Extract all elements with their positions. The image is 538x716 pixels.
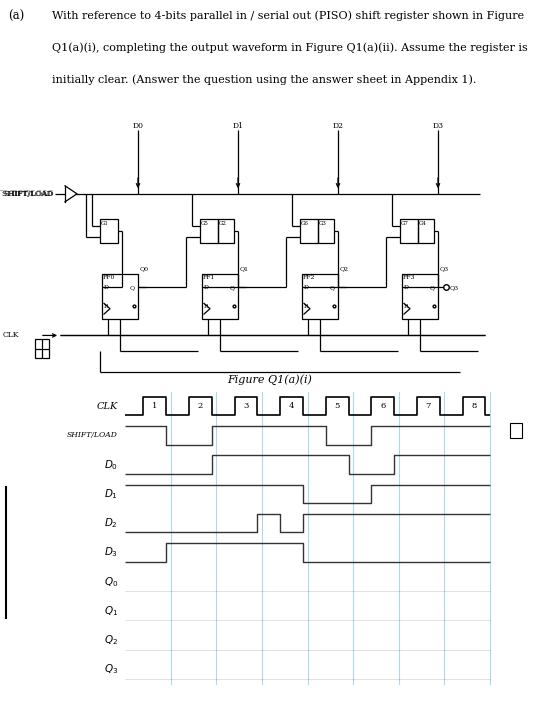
Text: $D_1$: $D_1$ bbox=[104, 487, 118, 500]
Text: 1: 1 bbox=[152, 402, 157, 410]
Bar bbox=[418, 219, 434, 243]
Text: R: R bbox=[104, 304, 109, 309]
Text: R: R bbox=[304, 304, 309, 309]
Bar bbox=[402, 274, 438, 319]
Text: Q2: Q2 bbox=[340, 266, 349, 271]
Text: D2: D2 bbox=[332, 122, 343, 130]
Text: G6: G6 bbox=[301, 221, 309, 226]
Text: CLK: CLK bbox=[3, 332, 19, 339]
Text: D1: D1 bbox=[232, 122, 244, 130]
Text: $Q_0$: $Q_0$ bbox=[104, 575, 118, 589]
Text: $D_3$: $D_3$ bbox=[104, 546, 118, 559]
Text: FF1: FF1 bbox=[203, 276, 216, 281]
Text: $D_2$: $D_2$ bbox=[104, 516, 118, 530]
Text: Figure Q1(a)(i): Figure Q1(a)(i) bbox=[228, 374, 313, 385]
Text: G2: G2 bbox=[219, 221, 227, 226]
Text: $D_0$: $D_0$ bbox=[104, 458, 118, 472]
Text: CLK: CLK bbox=[97, 402, 118, 411]
Bar bbox=[102, 274, 138, 319]
Text: D: D bbox=[204, 285, 209, 290]
Text: 5: 5 bbox=[335, 402, 340, 410]
Text: G7: G7 bbox=[401, 221, 409, 226]
Bar bbox=[202, 274, 238, 319]
Text: Q3: Q3 bbox=[450, 285, 459, 290]
Text: G5: G5 bbox=[201, 221, 209, 226]
Bar bbox=[100, 219, 118, 243]
Bar bbox=[200, 219, 218, 243]
Text: R: R bbox=[204, 304, 209, 309]
Text: Q1(a)(i), completing the output waveform in Figure Q1(a)(ii). Assume the registe: Q1(a)(i), completing the output waveform… bbox=[52, 42, 528, 52]
Text: G3: G3 bbox=[319, 221, 327, 226]
Text: 6: 6 bbox=[380, 402, 385, 410]
Text: Q: Q bbox=[230, 285, 235, 290]
Text: 7: 7 bbox=[426, 402, 431, 410]
Bar bbox=[35, 339, 49, 358]
Text: SHIFT/LOAD: SHIFT/LOAD bbox=[3, 190, 54, 198]
Text: D: D bbox=[404, 285, 409, 290]
Text: D: D bbox=[304, 285, 309, 290]
Text: FF3: FF3 bbox=[403, 276, 415, 281]
Text: D: D bbox=[104, 285, 109, 290]
Text: R: R bbox=[404, 304, 409, 309]
Text: G1: G1 bbox=[101, 221, 109, 226]
Text: 3: 3 bbox=[243, 402, 249, 410]
Text: SHIFT/LOAD: SHIFT/LOAD bbox=[67, 432, 118, 440]
Text: 2: 2 bbox=[197, 402, 203, 410]
Text: Q3: Q3 bbox=[440, 266, 449, 271]
Text: FF2: FF2 bbox=[303, 276, 315, 281]
Text: With reference to 4-bits parallel in / serial out (PISO) shift register shown in: With reference to 4-bits parallel in / s… bbox=[52, 10, 524, 21]
Text: ̅S̅H̅I̅F̅T̅/̅L̅O̅A̅D̅: ̅S̅H̅I̅F̅T̅/̅L̅O̅A̅D̅ bbox=[3, 190, 54, 198]
Bar bbox=[510, 423, 522, 437]
Bar bbox=[318, 219, 334, 243]
Text: Q: Q bbox=[130, 285, 135, 290]
Text: Q1: Q1 bbox=[240, 266, 249, 271]
Text: 4: 4 bbox=[289, 402, 294, 410]
Bar bbox=[302, 274, 338, 319]
Bar bbox=[218, 219, 234, 243]
Text: D0: D0 bbox=[132, 122, 144, 130]
Text: $Q_2$: $Q_2$ bbox=[104, 634, 118, 647]
Text: G4: G4 bbox=[419, 221, 427, 226]
Text: FF0: FF0 bbox=[103, 276, 116, 281]
Text: Q0: Q0 bbox=[140, 266, 149, 271]
Text: Q: Q bbox=[330, 285, 335, 290]
Bar bbox=[400, 219, 418, 243]
Text: 8: 8 bbox=[471, 402, 477, 410]
Text: $Q_3$: $Q_3$ bbox=[104, 662, 118, 677]
Text: Q: Q bbox=[430, 285, 435, 290]
Text: (a): (a) bbox=[8, 10, 24, 23]
Text: initially clear. (Answer the question using the answer sheet in Appendix 1).: initially clear. (Answer the question us… bbox=[52, 74, 476, 84]
Bar bbox=[300, 219, 318, 243]
Text: $Q_1$: $Q_1$ bbox=[104, 604, 118, 618]
Text: D3: D3 bbox=[433, 122, 443, 130]
